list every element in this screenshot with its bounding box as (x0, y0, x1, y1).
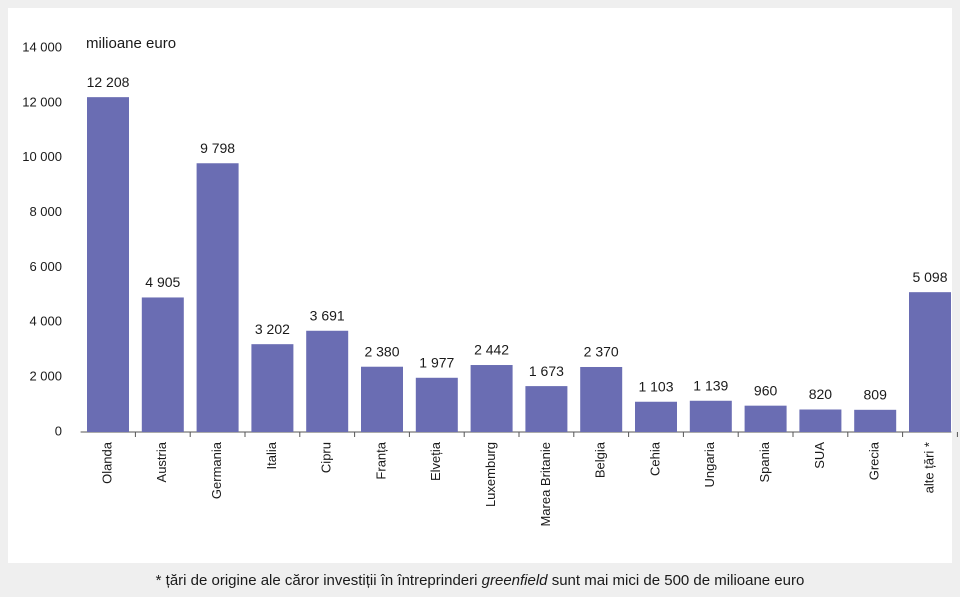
x-tick-label: Spania (757, 441, 772, 482)
bar (689, 400, 732, 432)
x-tick-label: Marea Britanie (538, 442, 553, 527)
value-label: 9 798 (200, 140, 235, 156)
x-tick-label: Luxemburg (483, 442, 498, 507)
y-tick-label: 14 000 (22, 39, 62, 54)
value-label: 3 202 (255, 321, 290, 337)
x-tick-label: Elveția (428, 441, 443, 481)
value-label: 2 442 (474, 342, 509, 358)
bar (306, 330, 349, 432)
x-tick-label: Grecia (867, 441, 882, 480)
value-label: 820 (809, 386, 833, 402)
value-label: 1 977 (419, 354, 454, 370)
footnote-text: * țări de origine ale căror investiții î… (156, 572, 482, 589)
value-label: 809 (864, 387, 888, 403)
bar (141, 297, 184, 432)
bar (854, 409, 897, 432)
bar (470, 365, 513, 432)
footnote: * țări de origine ale căror investiții î… (156, 572, 805, 589)
bar (196, 163, 239, 432)
value-label: 2 370 (584, 344, 619, 360)
x-tick-label: SUA (812, 442, 827, 469)
axis-label: milioane euro (86, 35, 176, 52)
bar (361, 366, 403, 432)
x-tick-label: Franța (373, 441, 388, 479)
bar (635, 401, 677, 432)
y-tick-label: 6 000 (29, 259, 62, 274)
value-label: 5 098 (912, 269, 947, 285)
y-tick-label: 10 000 (22, 149, 62, 164)
bar (87, 97, 129, 432)
bar (799, 409, 842, 432)
bar (580, 366, 623, 432)
bar (415, 377, 458, 432)
value-label: 4 905 (145, 274, 180, 290)
x-tick-label: Italia (264, 441, 279, 469)
footnote-text: sunt mai mici de 500 de milioane euro (548, 572, 805, 589)
x-tick-label: alte țări * (921, 442, 936, 493)
value-label: 2 380 (364, 343, 399, 359)
plot-panel (8, 8, 952, 563)
x-tick-label: Belgia (593, 441, 608, 478)
value-label: 1 139 (693, 377, 728, 393)
value-label: 1 103 (638, 378, 673, 394)
y-tick-label: 8 000 (29, 204, 62, 219)
value-label: 12 208 (87, 74, 130, 90)
y-tick-label: 2 000 (29, 369, 62, 384)
footnote-emphasis: greenfield (482, 572, 549, 589)
x-tick-label: Austria (154, 441, 169, 482)
x-tick-label: Cehia (647, 441, 662, 476)
bar (251, 344, 294, 432)
y-tick-label: 4 000 (29, 314, 62, 329)
value-label: 1 673 (529, 363, 564, 379)
value-label: 3 691 (310, 307, 345, 323)
x-tick-label: Germania (209, 441, 224, 499)
bar (525, 386, 568, 432)
y-tick-label: 12 000 (22, 94, 62, 109)
x-tick-label: Olanda (99, 441, 114, 484)
bar (909, 292, 951, 432)
bar (744, 405, 787, 432)
value-label: 960 (754, 382, 778, 398)
x-tick-label: Cipru (319, 442, 334, 473)
x-tick-label: Ungaria (702, 441, 717, 487)
y-tick-label: 0 (55, 423, 62, 438)
